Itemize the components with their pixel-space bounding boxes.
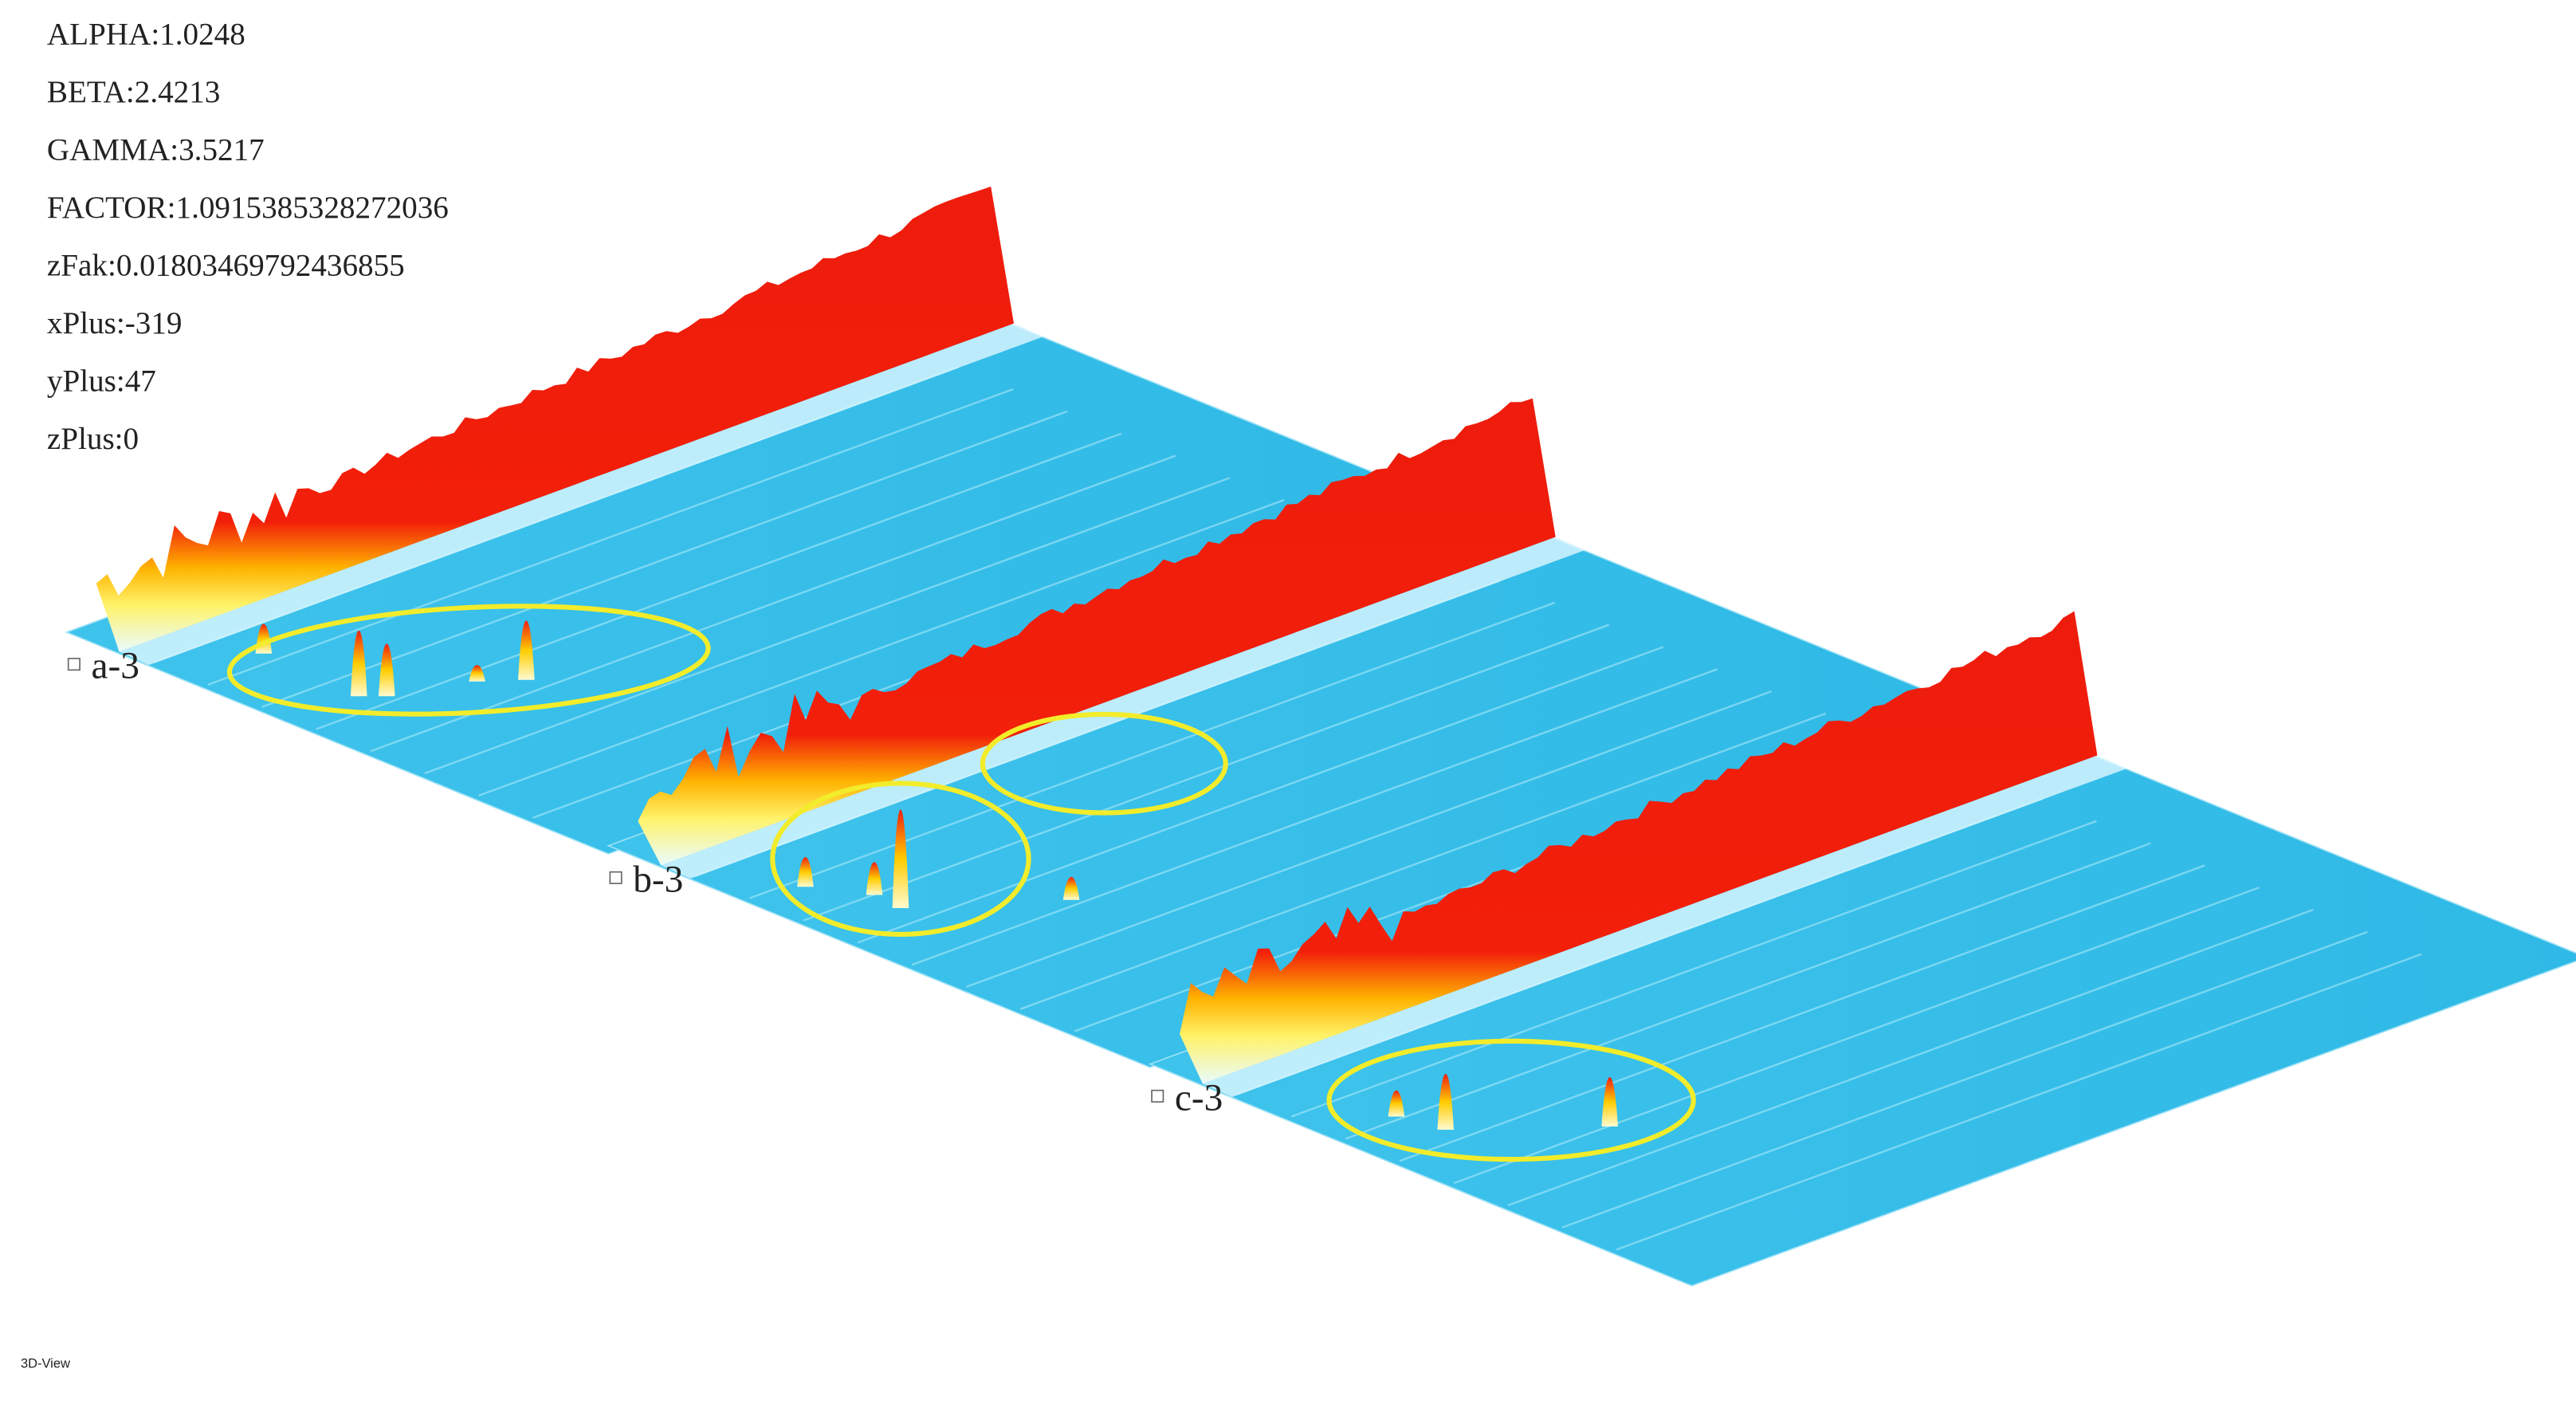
surface-streak (803, 623, 1610, 922)
ridge-glow (661, 537, 1585, 879)
ridge-wall (96, 186, 1015, 652)
surface-streak (1561, 930, 2368, 1229)
parameter-line: BETA:2.4213 (47, 75, 220, 109)
surface-streak (965, 690, 1772, 989)
parameter-line: zPlus:0 (47, 422, 139, 456)
expand-icon (67, 658, 80, 671)
surface-streak (1399, 864, 2205, 1162)
surface-streak (1507, 908, 2314, 1206)
highlight-ellipse (226, 604, 711, 717)
surface-streak (207, 387, 1014, 686)
surface-streak (749, 601, 1556, 899)
surface-streak (1616, 953, 2422, 1251)
surface-streak (1019, 712, 1826, 1010)
ridge-wall (638, 398, 1556, 866)
surface-peak (892, 809, 909, 908)
surface-streak (424, 477, 1231, 775)
parameter-line: GAMMA:3.5217 (47, 133, 265, 167)
expand-icon (609, 871, 622, 884)
surface-peak (1062, 876, 1080, 900)
parameter-list: ALPHA:1.0248 BETA:2.4213 GAMMA:3.5217 FACTO… (47, 18, 449, 456)
surface-peak (866, 862, 883, 895)
surface-streak (316, 432, 1122, 730)
plate: b-3 (607, 398, 2047, 1068)
surface-peak (797, 857, 814, 887)
plate-label: c-3 (1175, 1077, 1223, 1119)
parameter-line: yPlus:47 (47, 364, 156, 399)
view-caption: 3D-View (21, 1357, 70, 1371)
surface-peak (1437, 1074, 1455, 1131)
surface-peak (518, 620, 535, 680)
ridge-glow (119, 323, 1044, 666)
plate: a-3 (65, 186, 1506, 855)
surface-streak (261, 410, 1068, 708)
surface-streak (1345, 842, 2151, 1140)
parameter-line: xPlus:-319 (47, 306, 183, 340)
surface-peak (1388, 1090, 1405, 1117)
surface-streak (370, 454, 1176, 753)
surface-streak (478, 499, 1285, 797)
parameter-line: FACTOR:1.0915385328272036 (47, 191, 449, 225)
ridge-glow (1202, 755, 2127, 1097)
parameter-line: ALPHA:1.0248 (47, 18, 245, 52)
plate-label: a-3 (92, 646, 139, 687)
surface-peak (1601, 1077, 1618, 1127)
plates: a-3 b-3 c-3 (65, 186, 2576, 1287)
surface-streak (911, 668, 1718, 966)
parameter-line: zFak:0.01803469792436855 (47, 249, 405, 283)
surface-streak (1453, 887, 2260, 1185)
ridge-wall (1180, 611, 2098, 1084)
highlight-ellipse (770, 781, 1031, 938)
surface-peak (469, 665, 485, 682)
expand-icon (1151, 1089, 1164, 1103)
surface-streak (1290, 820, 2097, 1118)
plate-label: b-3 (633, 859, 683, 900)
surface-peak (350, 630, 367, 697)
plate: c-3 (1148, 611, 2576, 1287)
highlight-ellipse (1326, 1038, 1696, 1162)
highlight-ellipse (980, 711, 1228, 816)
surface-streak (857, 646, 1664, 944)
surface-peak (378, 643, 395, 697)
